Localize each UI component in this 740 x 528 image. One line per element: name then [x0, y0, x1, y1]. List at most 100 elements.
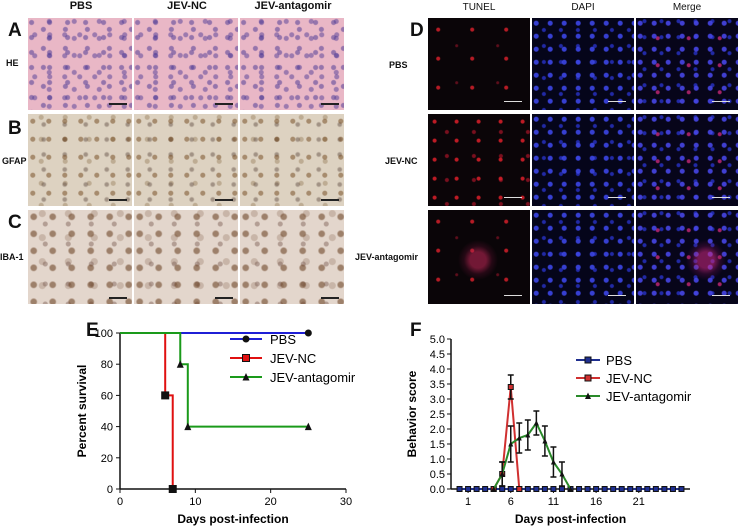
legend-marker	[242, 354, 250, 362]
data-point	[542, 438, 548, 444]
data-point	[678, 486, 685, 492]
y-tick-label: 3.5	[430, 379, 445, 391]
data-point	[304, 329, 312, 337]
x-tick-label: 21	[633, 496, 645, 508]
histology-row-iba1: IBA-1	[0, 252, 24, 262]
data-point	[184, 422, 192, 431]
iba1-pbs-image	[28, 210, 132, 304]
panel-label-d: D	[410, 20, 424, 41]
data-point	[508, 441, 514, 447]
y-tick-label: 0.5	[430, 469, 445, 481]
data-point	[491, 486, 497, 492]
iba1-jev-antagomir-image	[240, 210, 344, 304]
he-jev-antagomir-image	[240, 18, 344, 110]
legend-marker	[584, 356, 592, 364]
data-point	[584, 486, 591, 492]
data-point	[499, 471, 505, 477]
series-line-1	[492, 386, 521, 490]
data-point	[524, 486, 531, 492]
legend-label: JEV-antagomir	[270, 370, 356, 385]
data-point	[176, 360, 184, 368]
data-point	[610, 486, 617, 492]
legend-label: JEV-NC	[606, 371, 652, 386]
data-point	[482, 486, 489, 492]
x-axis-title: Days post-infection	[177, 512, 288, 526]
merge-jev-antagomir-image	[636, 210, 738, 304]
panel-label-b: B	[8, 118, 22, 139]
fluor-row-jev-antagomir: JEV-antagomir	[355, 252, 419, 262]
gfap-jev-antagomir-image	[240, 114, 344, 206]
panel-label-f: F	[410, 320, 422, 341]
he-jev-nc-image	[134, 18, 238, 110]
histology-row-gfap: GFAP	[2, 156, 27, 166]
y-tick-label: 20	[101, 453, 113, 465]
dapi-jev-antagomir-image	[532, 210, 634, 304]
data-point	[304, 422, 312, 431]
legend-marker	[584, 374, 592, 382]
legend-marker	[242, 335, 250, 343]
histology-col-jev-antagomir: JEV-antagomir	[254, 0, 332, 12]
fluor-row-jev-nc: JEV-NC	[385, 156, 418, 166]
data-point	[652, 486, 659, 492]
survival-chart: 0 20 40 60 80 100 0 10 20 30 Days post-infection Pe…	[75, 328, 356, 526]
fluor-col-merge: Merge	[672, 2, 702, 13]
x-tick-label: 20	[265, 496, 277, 508]
y-tick-label: 40	[101, 422, 113, 434]
behavior-chart: 0.00.51.01.52.02.53.03.54.04.55.01 6 11 16 2…	[405, 334, 692, 526]
y-tick-label: 2.5	[430, 409, 445, 421]
gfap-pbs-image	[28, 114, 132, 206]
panel-label-e: E	[86, 320, 99, 341]
fluor-col-tunel: TUNEL	[462, 2, 496, 13]
fluor-row-pbs: PBS	[389, 60, 408, 70]
x-tick-label: 6	[508, 496, 514, 508]
y-axis-title: Percent survival	[75, 365, 89, 458]
x-tick-label: 16	[590, 496, 602, 508]
data-point	[465, 486, 472, 492]
x-axis-title: Days post-infection	[515, 512, 626, 526]
he-pbs-image	[28, 18, 132, 110]
data-point	[669, 486, 676, 492]
legend-marker	[585, 392, 591, 399]
y-tick-label: 4.0	[430, 364, 445, 376]
data-point	[593, 486, 600, 492]
legend-label: JEV-antagomir	[606, 389, 692, 404]
legend-label: PBS	[270, 332, 296, 347]
dapi-pbs-image	[532, 18, 634, 110]
data-point	[644, 486, 651, 492]
y-tick-label: 2.0	[430, 424, 445, 436]
data-point	[499, 486, 506, 492]
dapi-jev-nc-image	[532, 114, 634, 206]
tunel-jev-nc-image	[428, 114, 530, 206]
x-tick-label: 10	[189, 496, 201, 508]
y-tick-label: 100	[95, 328, 113, 340]
y-tick-label: 4.5	[430, 349, 445, 361]
fluor-col-dapi: DAPI	[571, 2, 595, 13]
y-tick-label: 0	[107, 484, 113, 496]
data-point	[168, 485, 177, 493]
data-point	[550, 459, 556, 465]
data-point	[456, 486, 463, 492]
data-point	[161, 391, 170, 400]
merge-jev-nc-image	[636, 114, 738, 206]
x-tick-label: 30	[340, 496, 352, 508]
legend-label: JEV-NC	[270, 351, 316, 366]
y-axis-title: Behavior score	[405, 370, 419, 457]
panel-label-a: A	[8, 20, 22, 41]
y-tick-label: 80	[101, 359, 113, 371]
iba1-jev-nc-image	[134, 210, 238, 304]
legend-marker	[242, 373, 250, 381]
data-point	[550, 486, 557, 492]
series-line-1	[120, 332, 174, 489]
data-point	[559, 471, 565, 477]
y-tick-label: 1.0	[430, 454, 445, 466]
y-tick-label: 5.0	[430, 334, 445, 346]
tunel-pbs-image	[428, 18, 530, 110]
panel-label-c: C	[8, 212, 22, 233]
gfap-jev-nc-image	[134, 114, 238, 206]
data-point	[507, 486, 514, 492]
y-tick-label: 3.0	[430, 394, 445, 406]
data-point	[473, 486, 480, 492]
histology-row-he: HE	[6, 58, 19, 68]
x-tick-label: 11	[548, 496, 559, 508]
data-point	[601, 486, 608, 492]
